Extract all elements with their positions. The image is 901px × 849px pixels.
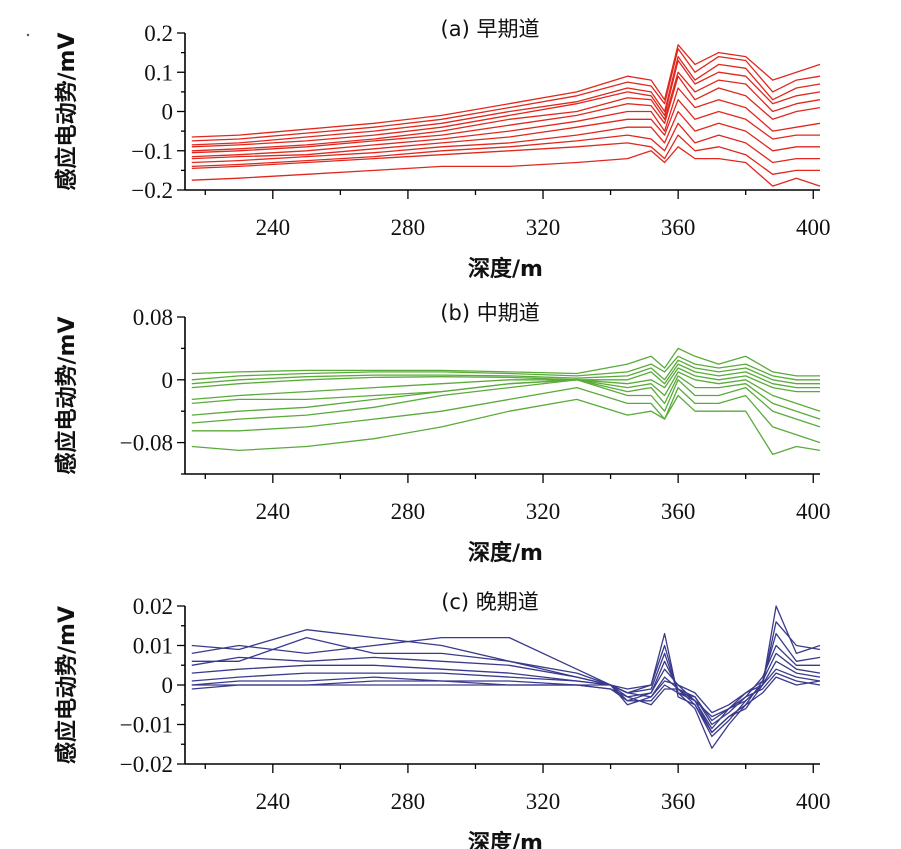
series-line-1: [191, 44, 821, 138]
series-line-3: [191, 55, 821, 146]
y-axis-title: 感应电动势/mV: [54, 33, 80, 191]
series-line-4: [191, 59, 821, 148]
series-line-2: [191, 48, 821, 142]
series-line-3: [191, 632, 821, 749]
x-axis-title: 深度/m: [468, 830, 543, 849]
x-tick-label: 280: [391, 789, 426, 814]
series-line-5: [191, 652, 821, 730]
series-line-7: [191, 87, 821, 158]
series-line-3: [191, 359, 820, 385]
series-line-6: [191, 660, 821, 738]
y-tick-label: −0.08: [120, 431, 173, 456]
series-line-5: [191, 71, 821, 152]
series-line-7: [191, 668, 821, 714]
series-group: [191, 605, 821, 749]
y-tick-label: 0.02: [133, 594, 173, 619]
panel-b: 0.08 0 −0.08 240 280 320 360 400 深度/m 感应电动势/mV (b)…: [54, 301, 830, 566]
x-axis-title: 深度/m: [468, 256, 543, 282]
x-tick-label: 240: [256, 215, 291, 240]
y-tick-label: −0.02: [120, 752, 173, 777]
x-tick-label: 240: [256, 499, 291, 524]
series-line-9: [191, 386, 821, 444]
series-line-4: [191, 363, 820, 389]
y-tick-label: −0.01: [120, 713, 173, 738]
x-tick-label: 280: [391, 215, 426, 240]
x-tick-label: 360: [661, 215, 696, 240]
x-tick-label: 240: [256, 789, 291, 814]
panel-c: 0.02 0.01 0 −0.01 −0.02 240 280 320 360 400 深度/m 感应…: [54, 590, 830, 849]
series-line-8: [191, 379, 821, 428]
y-axis-title: 感应电动势/mV: [54, 606, 80, 764]
x-axis-title: 深度/m: [468, 540, 543, 566]
series-line-7: [191, 375, 821, 420]
series-line-2: [191, 621, 821, 734]
x-tick-label: 280: [391, 499, 426, 524]
panel-title: (b) 中期道: [440, 301, 539, 325]
y-tick-label: 0: [162, 100, 174, 125]
series-group: [191, 44, 821, 187]
x-tick-label: 320: [526, 215, 561, 240]
x-tick-label: 400: [796, 499, 831, 524]
series-group: [191, 347, 821, 456]
panel-title: (a) 早期道: [441, 17, 540, 41]
series-line-8: [191, 99, 820, 160]
y-tick-label: 0.01: [133, 634, 173, 659]
y-tick-label: −0.2: [131, 178, 173, 203]
x-tick-label: 400: [796, 789, 831, 814]
x-tick-label: 320: [526, 789, 561, 814]
series-line-10: [191, 394, 821, 456]
x-tick-label: 360: [661, 499, 696, 524]
corner-dot: [26, 33, 30, 37]
series-line-5: [191, 367, 820, 401]
y-tick-label: 0: [162, 368, 174, 393]
y-tick-label: 0.2: [144, 21, 173, 46]
series-line-11: [191, 134, 820, 175]
y-tick-label: 0: [162, 673, 174, 698]
series-line-10: [191, 122, 820, 168]
series-line-12: [191, 146, 821, 187]
y-tick-label: 0.1: [144, 60, 173, 85]
series-line-9: [191, 676, 821, 734]
series-line-8: [191, 672, 821, 722]
series-line-1: [191, 347, 820, 377]
y-tick-label: 0.08: [133, 305, 173, 330]
x-tick-label: 360: [661, 789, 696, 814]
y-tick-label: −0.1: [131, 139, 173, 164]
series-line-6: [191, 75, 821, 154]
series-line-2: [191, 355, 820, 381]
y-axis-title: 感应电动势/mV: [54, 317, 80, 475]
panel-a: 0.2 0.1 0 −0.1 −0.2 240 280 320 360 400 深度/m 感应电动势/…: [54, 17, 830, 282]
series-line-6: [191, 371, 821, 412]
x-tick-label: 320: [526, 499, 561, 524]
panel-title: (c) 晚期道: [441, 590, 539, 614]
x-tick-label: 400: [796, 215, 831, 240]
series-line-4: [191, 644, 820, 726]
series-line-9: [191, 110, 820, 164]
